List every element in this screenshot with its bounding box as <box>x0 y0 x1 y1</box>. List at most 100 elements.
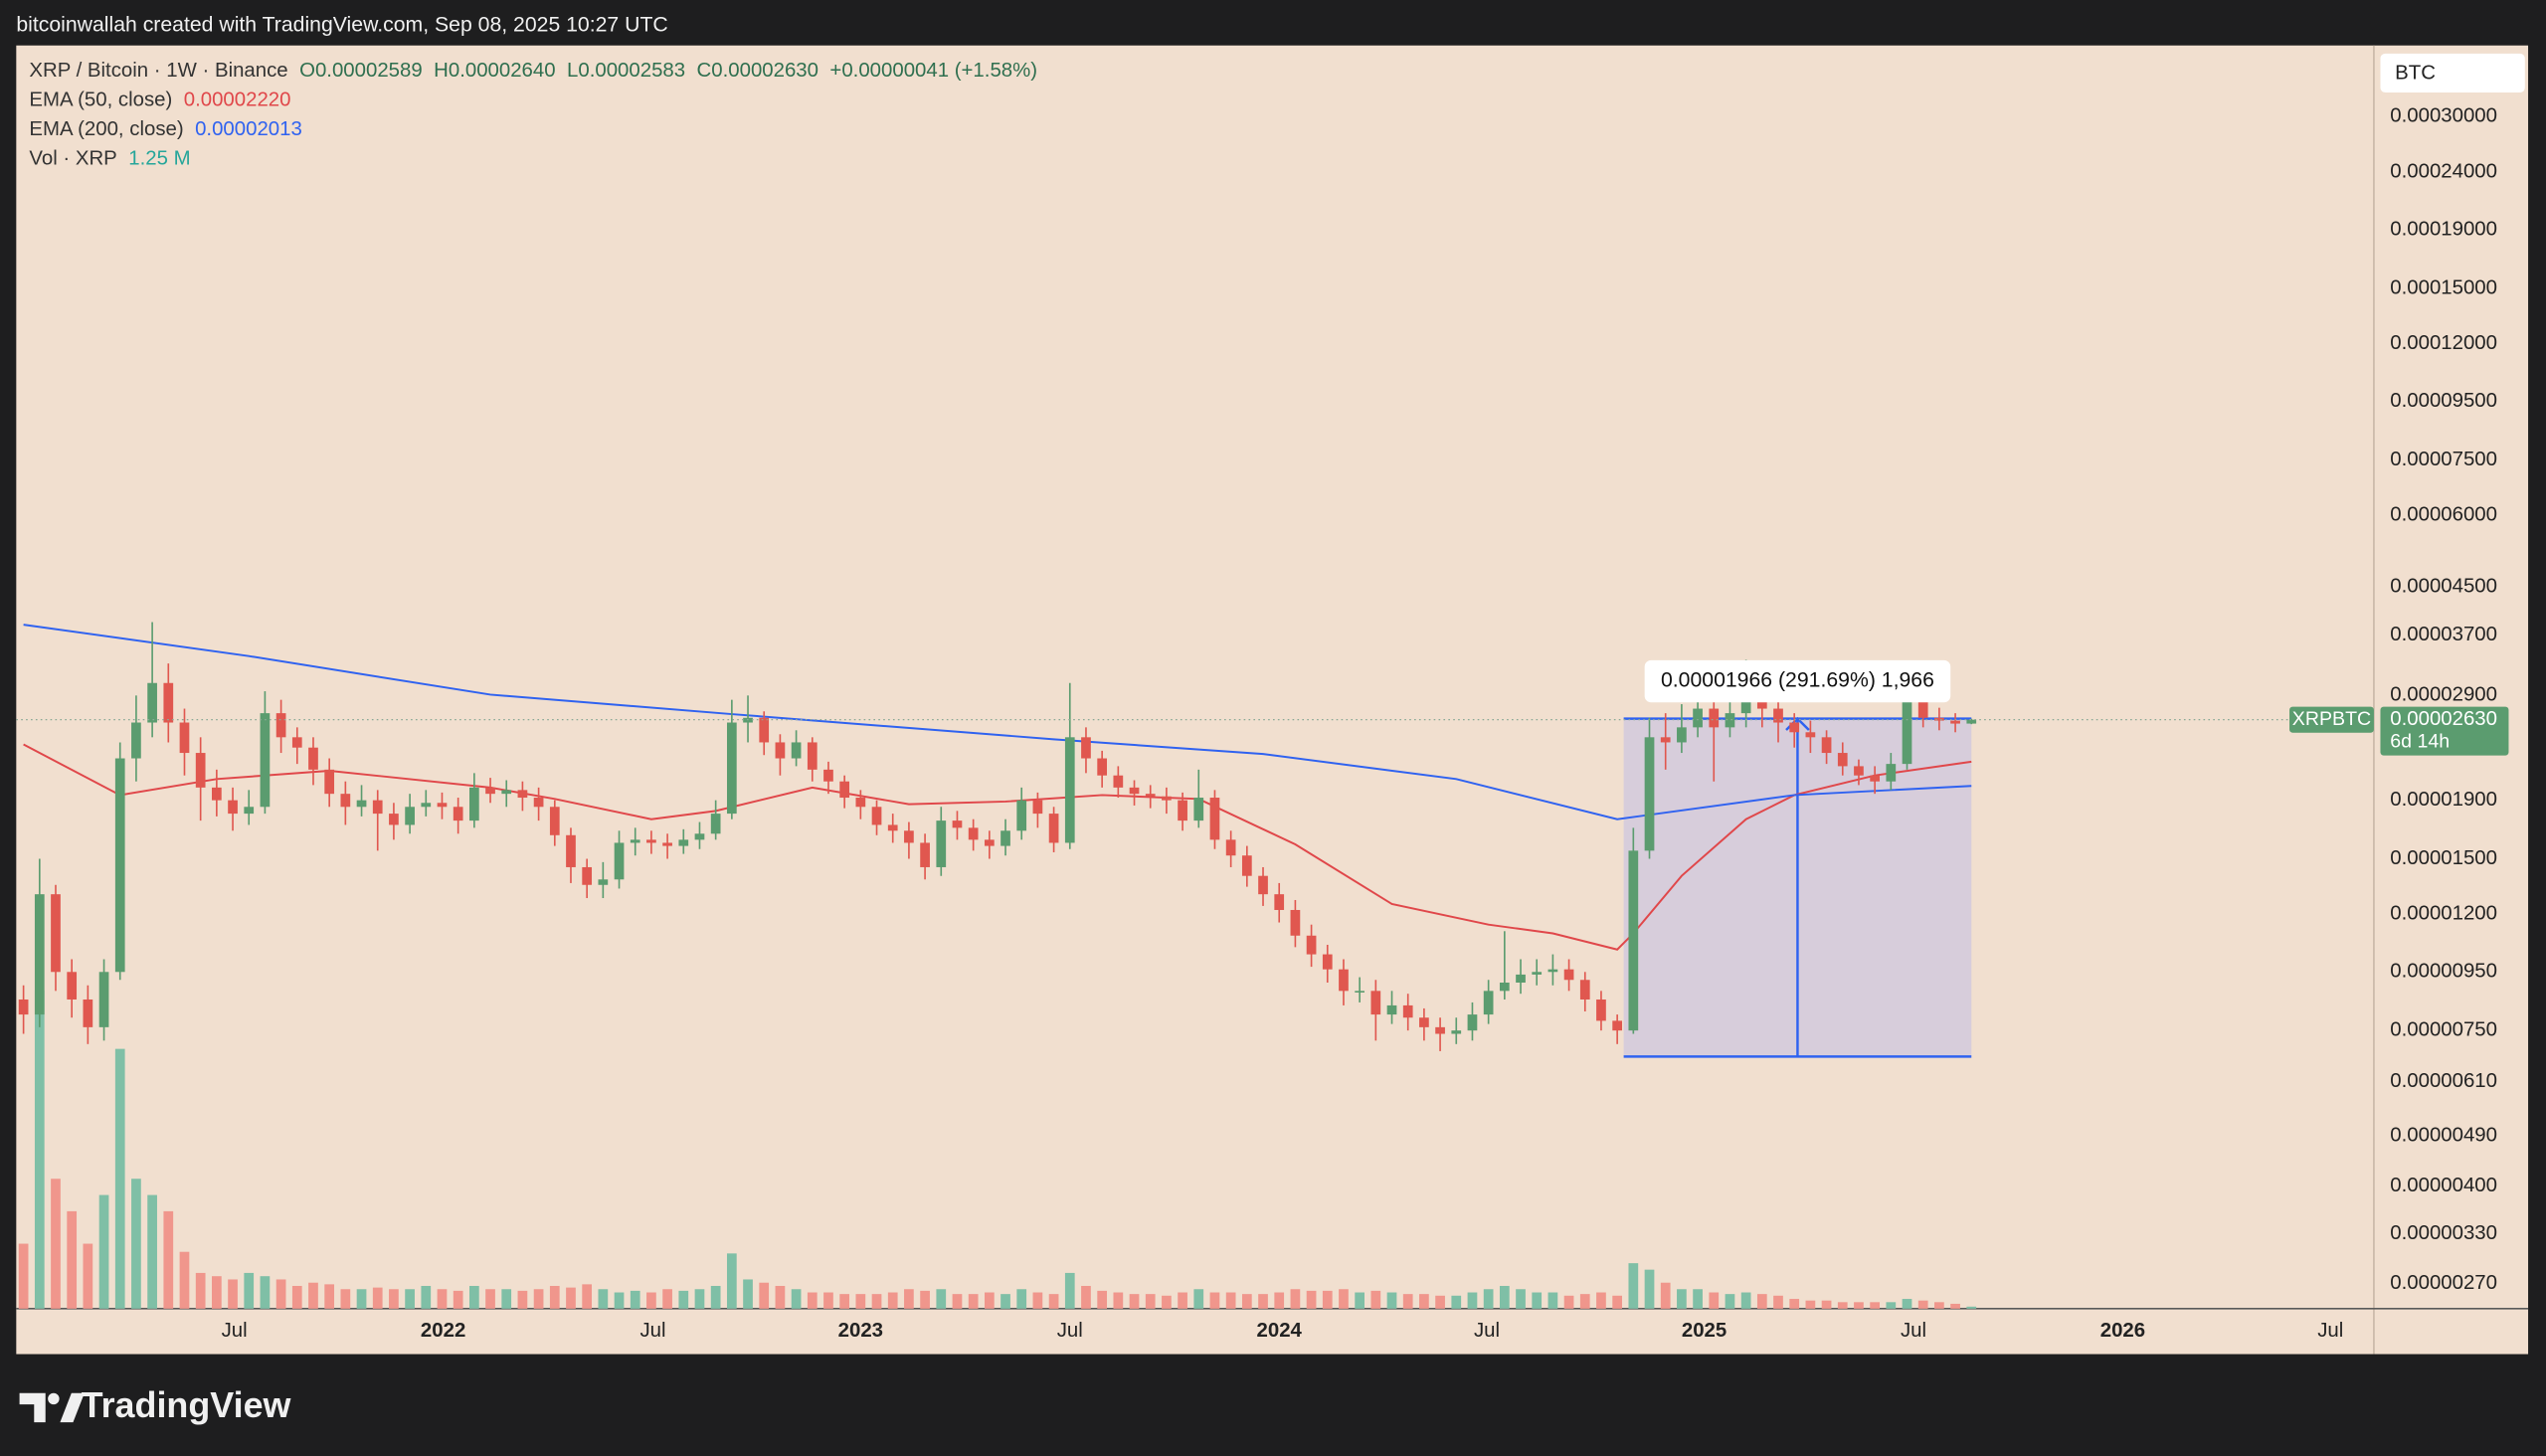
candle-body <box>51 894 61 973</box>
candle-body <box>598 879 609 885</box>
candle-body <box>839 781 850 799</box>
volume-bar <box>1805 1300 1816 1309</box>
candle-body <box>1016 800 1027 831</box>
candle-body <box>421 803 432 808</box>
candle-body <box>1435 1026 1445 1034</box>
volume-bar <box>936 1289 947 1309</box>
volume-bar <box>726 1253 737 1309</box>
legend-ohlc: O0.00002589 <box>299 60 423 82</box>
candle-body <box>437 803 448 808</box>
candle-body <box>356 800 367 808</box>
candle-body <box>468 787 479 821</box>
candle-body <box>904 830 914 843</box>
legend-indicator: EMA (50, close) <box>29 90 172 111</box>
volume-bar <box>131 1179 141 1309</box>
candle-body <box>614 842 625 880</box>
y-tick-label: 0.00002900 <box>2390 684 2497 706</box>
y-tick-label: 0.00007500 <box>2390 449 2497 470</box>
candle-body <box>1547 969 1558 973</box>
volume-bar <box>34 990 45 1309</box>
volume-bar <box>1306 1290 1317 1309</box>
candle-body <box>1516 974 1526 983</box>
volume-bar <box>1516 1289 1526 1309</box>
x-tick-label: Jul <box>1474 1320 1500 1342</box>
volume-bar <box>228 1279 238 1309</box>
candle-body <box>212 787 222 801</box>
x-tick-label: Jul <box>1901 1320 1926 1342</box>
volume-bar <box>1178 1292 1187 1309</box>
countdown: 6d 14h <box>2390 731 2450 753</box>
volume-bar <box>501 1289 512 1309</box>
x-tick-label: 2025 <box>1682 1320 1727 1342</box>
y-tick-label: 0.00000490 <box>2390 1125 2497 1147</box>
candle-body <box>710 814 721 834</box>
candle-body <box>1290 909 1301 936</box>
volume-bar <box>244 1272 255 1309</box>
volume-bar <box>549 1285 560 1309</box>
volume-bar <box>743 1279 753 1309</box>
candle-body <box>1854 766 1864 776</box>
y-tick-label: 0.00000330 <box>2390 1222 2497 1244</box>
candle-body <box>131 722 141 759</box>
candle-body <box>1097 758 1108 776</box>
volume-bar <box>1419 1294 1429 1309</box>
candle-body <box>1451 1030 1462 1034</box>
candle-body <box>566 834 576 867</box>
y-tick-label: 0.00000750 <box>2390 1019 2497 1041</box>
volume-bar <box>678 1290 689 1309</box>
candle-body <box>517 790 528 799</box>
x-tick-label: Jul <box>1057 1320 1083 1342</box>
volume-bar <box>1145 1294 1156 1309</box>
volume-bar <box>421 1285 432 1309</box>
measure-label: 0.00001966 (291.69%) 1,966 <box>1661 669 1934 692</box>
candle-body <box>1000 830 1010 846</box>
currency: BTC <box>2395 63 2436 85</box>
volume-bar <box>662 1289 672 1309</box>
candle-body <box>887 824 898 831</box>
y-tick-label: 0.00001200 <box>2390 902 2497 924</box>
candle-body <box>389 814 399 825</box>
candle-body <box>1563 969 1574 981</box>
volume-bar <box>582 1284 593 1309</box>
candle-body <box>501 790 512 795</box>
volume-bar <box>1064 1272 1075 1309</box>
y-tick-label: 0.00001500 <box>2390 847 2497 869</box>
candle-body <box>1145 794 1156 797</box>
candle-body <box>1579 980 1590 1000</box>
y-tick-label: 0.00015000 <box>2390 276 2497 298</box>
candle-body <box>759 717 770 743</box>
candle-body <box>114 758 125 973</box>
volume-bar <box>485 1289 495 1309</box>
tradingview-logo: TradingView <box>19 1384 291 1425</box>
volume-bar <box>1789 1299 1800 1309</box>
volume-bar <box>18 1243 29 1309</box>
candle-body <box>1628 850 1639 1031</box>
volume-bar <box>1193 1289 1204 1309</box>
x-tick-label: Jul <box>222 1320 248 1342</box>
volume-bar <box>1290 1289 1301 1309</box>
chart-background <box>16 45 2529 1355</box>
logo-mark <box>60 1392 85 1423</box>
volume-bar <box>1917 1300 1928 1309</box>
logo-mark <box>48 1392 60 1405</box>
candle-body <box>646 839 656 843</box>
candle-body <box>984 839 995 846</box>
volume-bar <box>1451 1295 1462 1309</box>
volume-bar <box>1677 1289 1687 1309</box>
volume-bar <box>1162 1295 1172 1309</box>
credit: bitcoinwallah created with TradingView.c… <box>16 14 667 37</box>
volume-bar <box>1644 1269 1655 1309</box>
price-box <box>2380 706 2509 756</box>
candle-body <box>1081 737 1091 759</box>
candle-body <box>1950 720 1960 724</box>
volume-bar <box>1241 1294 1252 1309</box>
candle-body <box>1886 764 1897 782</box>
candle-body <box>1966 719 1977 724</box>
volume-bar <box>1612 1295 1622 1309</box>
x-tick-label: 2022 <box>421 1320 465 1342</box>
volume-bar <box>308 1282 318 1309</box>
volume-bar <box>405 1289 415 1309</box>
symbol: XRPBTC <box>2292 708 2371 730</box>
ema-line <box>23 624 1972 820</box>
candle-body <box>324 769 335 795</box>
